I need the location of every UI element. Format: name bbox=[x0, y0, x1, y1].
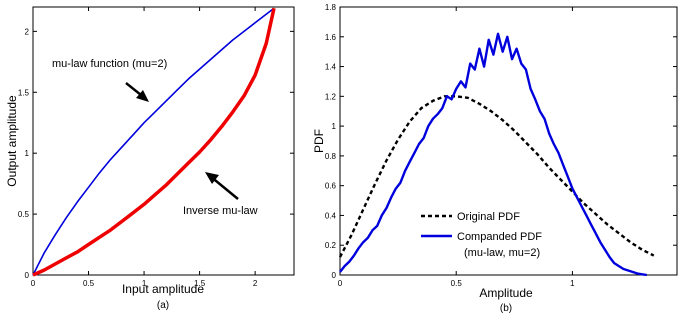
x-tick-label-a: 0.5 bbox=[83, 279, 95, 288]
y-tick-label-b: 1.2 bbox=[325, 92, 337, 101]
y-tick-label-b: 1.8 bbox=[325, 3, 337, 12]
x-axis-label-a: Input amplitude bbox=[122, 282, 204, 296]
legend-label-companded-note: (mu-law, mu=2) bbox=[464, 247, 540, 259]
y-tick-label-b: 0.8 bbox=[325, 152, 337, 161]
y-tick-label-b: 0 bbox=[332, 271, 337, 280]
x-tick-label-a: 1.5 bbox=[194, 279, 206, 288]
plot-frame-a bbox=[32, 6, 295, 276]
annotation-mu-law: mu-law function (mu=2) bbox=[52, 58, 167, 70]
chart-panel-a: 0 0.5 1 1.5 2 0 0.5 1 1.5 2 Input amplitude Outpu… bbox=[5, 6, 295, 311]
y-tick-label-b: 1.6 bbox=[325, 33, 337, 42]
annotation-inverse: Inverse mu-law bbox=[183, 205, 258, 217]
y-tick-label-a: 0 bbox=[25, 271, 30, 280]
series-line-b-0 bbox=[338, 95, 655, 258]
x-tick-label-a: 1 bbox=[142, 279, 147, 288]
x-tick-label-b: 1 bbox=[570, 279, 575, 288]
y-tick-label-b: 0.2 bbox=[325, 241, 337, 250]
subtitle-a: (a) bbox=[157, 300, 169, 311]
chart-panel-b: 0 0.5 1 0 0.2 0.4 0.6 0.8 1 1.2 1.4 1.6 1.8 Amplitud… bbox=[312, 3, 678, 314]
x-tick-label-b: 0 bbox=[338, 279, 343, 288]
y-tick-label-a: 0.5 bbox=[18, 210, 30, 219]
x-tick-label-b: 0.5 bbox=[451, 279, 463, 288]
y-tick-label-b: 0.6 bbox=[325, 182, 337, 191]
y-tick-label-b: 1 bbox=[332, 122, 337, 131]
x-tick-label-a: 0 bbox=[31, 279, 36, 288]
legend-label-original: Original PDF bbox=[457, 211, 520, 223]
x-tick-label-a: 2 bbox=[253, 279, 258, 288]
y-tick-label-a: 1 bbox=[25, 149, 30, 158]
y-tick-label-b: 0.4 bbox=[325, 211, 337, 220]
x-axis-label-b: Amplitude bbox=[479, 286, 533, 300]
subtitle-b: (b) bbox=[500, 303, 512, 314]
arrow-inverse-head bbox=[205, 172, 219, 184]
legend-b: Original PDF Companded PDF (mu-law, mu=2… bbox=[421, 211, 542, 259]
y-axis-label-b: PDF bbox=[312, 129, 326, 153]
y-tick-label-a: 1.5 bbox=[18, 88, 30, 97]
legend-label-companded: Companded PDF bbox=[457, 231, 542, 243]
y-tick-label-a: 2 bbox=[25, 27, 30, 36]
series-line-b-1 bbox=[339, 32, 647, 277]
arrow-mu-law-head bbox=[136, 90, 149, 102]
series-line-a-1 bbox=[32, 7, 276, 277]
y-axis-label-a: Output amplitude bbox=[5, 95, 19, 187]
y-tick-label-b: 1.4 bbox=[325, 63, 337, 72]
series-line-a-0 bbox=[32, 7, 275, 276]
